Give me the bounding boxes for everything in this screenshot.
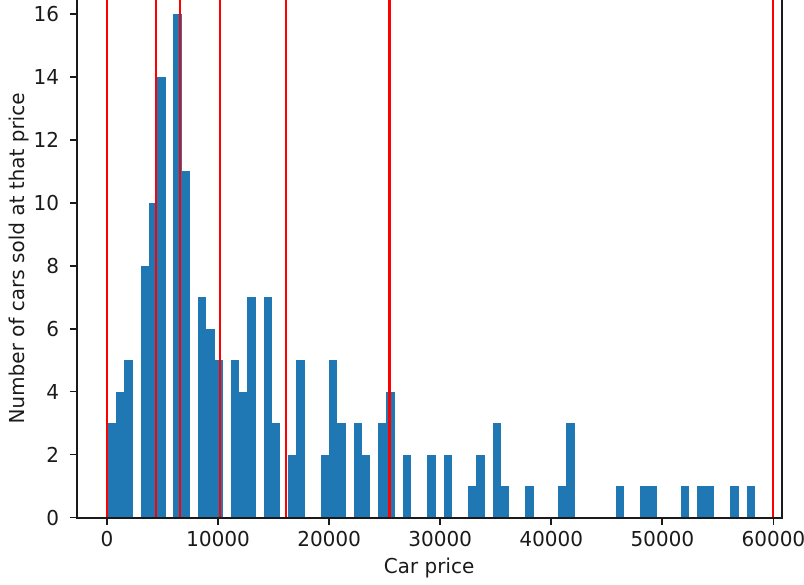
histogram-bar — [640, 486, 649, 518]
x-tick-mark — [106, 518, 108, 525]
x-tick-label: 10000 — [186, 527, 250, 551]
x-tick-label: 50000 — [630, 527, 695, 551]
histogram-bar — [615, 486, 624, 518]
cluster-boundary-line — [155, 0, 158, 518]
histogram-bar — [181, 171, 191, 518]
y-tick-label: 4 — [46, 379, 59, 404]
x-tick-mark — [772, 518, 775, 525]
histogram-bar — [296, 360, 305, 518]
cluster-boundary-line — [218, 0, 221, 518]
x-tick-label: 20000 — [297, 527, 361, 551]
histogram-bar — [148, 202, 158, 518]
histogram-bar — [247, 297, 256, 518]
histogram-bar — [681, 486, 690, 518]
histogram-bar — [476, 454, 485, 518]
histogram-bar — [353, 423, 362, 518]
y-tick-mark — [70, 327, 77, 330]
y-tick-mark — [70, 453, 77, 456]
right-spine — [781, 0, 783, 518]
x-tick-mark — [550, 518, 552, 525]
histogram-bar — [173, 14, 182, 518]
x-axis-label: Car price — [383, 554, 475, 578]
histogram-bar — [337, 423, 346, 518]
histogram-bar — [427, 454, 436, 518]
x-axis-spine — [76, 516, 783, 519]
x-tick-label: 60000 — [741, 527, 804, 551]
y-tick-mark — [70, 516, 77, 519]
histogram-bar — [705, 486, 714, 518]
y-tick-mark — [70, 76, 77, 78]
histogram-bar — [378, 423, 387, 518]
histogram-bar — [443, 454, 453, 518]
y-tick-label: 10 — [33, 190, 59, 215]
y-tick-mark — [70, 139, 77, 141]
histogram-bar — [124, 360, 133, 518]
y-tick-label: 2 — [46, 442, 59, 467]
histogram-bar — [107, 423, 117, 518]
histogram-bar — [263, 297, 272, 518]
cluster-boundary-line — [772, 0, 775, 518]
y-tick-label: 12 — [33, 127, 59, 152]
histogram-bar — [361, 454, 371, 518]
histogram-bar — [140, 265, 150, 518]
histogram-bar — [329, 360, 338, 518]
cluster-boundary-line — [105, 0, 108, 518]
x-tick-mark — [661, 518, 664, 525]
histogram-bar — [648, 486, 657, 518]
y-tick-mark — [70, 202, 77, 204]
y-tick-label: 14 — [33, 65, 59, 90]
histogram-bar — [157, 77, 166, 518]
histogram-bar — [730, 486, 739, 518]
histogram-bar — [271, 423, 281, 518]
histogram-bar — [288, 454, 297, 518]
y-tick-label: 16 — [33, 2, 59, 27]
cluster-boundary-line — [388, 0, 391, 518]
histogram-bar — [116, 391, 125, 518]
y-tick-label: 0 — [46, 505, 59, 530]
x-tick-label: 30000 — [408, 527, 472, 551]
histogram-bar — [697, 486, 706, 518]
x-tick-mark — [439, 518, 441, 525]
cluster-boundary-line — [285, 0, 288, 518]
y-axis-spine — [76, 0, 78, 518]
histogram-bar — [746, 486, 755, 518]
x-tick-label: 0 — [100, 527, 114, 551]
y-tick-mark — [70, 265, 77, 267]
histogram-bar — [238, 391, 248, 518]
y-tick-label: 8 — [46, 253, 59, 278]
y-axis-label: Number of cars sold at that price — [5, 92, 29, 424]
histogram-bar — [206, 328, 215, 518]
x-tick-mark — [217, 518, 219, 525]
cluster-boundary-line — [178, 0, 181, 518]
histogram-bar — [402, 454, 412, 518]
histogram-bar — [525, 486, 534, 518]
histogram-bar — [566, 423, 575, 518]
histogram-bar — [468, 486, 477, 518]
y-tick-label: 6 — [46, 316, 59, 341]
histogram-bar — [230, 360, 240, 518]
histogram-bar — [198, 297, 207, 518]
y-tick-mark — [70, 13, 77, 15]
x-tick-mark — [328, 518, 330, 525]
histogram-bar — [558, 486, 567, 518]
y-tick-mark — [70, 390, 77, 393]
histogram-bar — [500, 486, 510, 518]
histogram-bar — [492, 423, 502, 518]
x-tick-label: 40000 — [519, 527, 583, 551]
histogram-bar — [320, 454, 330, 518]
